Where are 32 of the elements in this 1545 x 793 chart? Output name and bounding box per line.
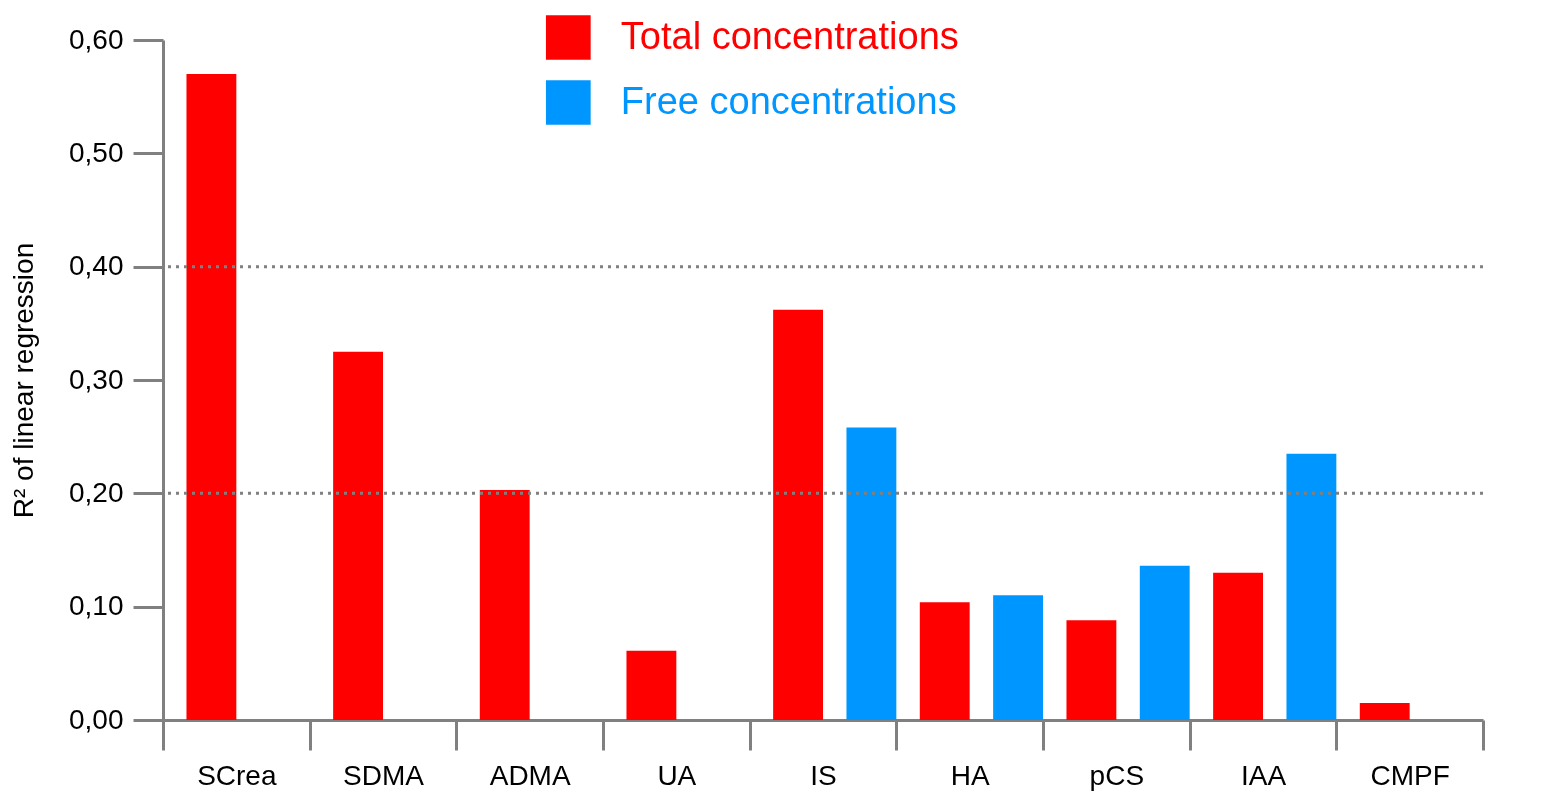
bar: [1359, 703, 1410, 720]
y-tick-label: 0,20: [69, 476, 124, 508]
bar: [1286, 453, 1337, 720]
bar: [993, 595, 1043, 720]
x-tick-label: IAA: [1240, 759, 1287, 791]
bar: [479, 489, 530, 720]
bar: [773, 309, 823, 720]
x-tick-label: SCrea: [197, 759, 277, 791]
y-axis-title: R² of linear regression: [8, 242, 39, 519]
bar: [333, 351, 383, 720]
x-tick-label: SDMA: [343, 759, 425, 791]
y-tick-label: 0,60: [69, 23, 124, 55]
bar: [626, 650, 677, 720]
y-tick-label: 0,50: [69, 136, 124, 168]
y-tick-label: 0,10: [69, 590, 124, 622]
y-tick-label: 0,00: [69, 703, 124, 735]
x-tick-label: HA: [950, 759, 990, 791]
bar: [1139, 565, 1190, 720]
x-tick-label: ADMA: [489, 759, 571, 791]
x-tick-label: IS: [810, 759, 837, 791]
bar: [846, 427, 897, 720]
bar: [919, 602, 970, 720]
bar: [1066, 620, 1117, 720]
legend-label: Total concentrations: [620, 14, 959, 57]
x-tick-label: CMPF: [1370, 759, 1450, 791]
y-tick-label: 0,40: [69, 250, 124, 282]
bar: [186, 74, 237, 720]
y-tick-label: 0,30: [69, 363, 124, 395]
x-tick-label: UA: [657, 759, 697, 791]
x-tick-label: pCS: [1089, 759, 1145, 791]
bar: [1213, 572, 1263, 720]
legend-label: Free concentrations: [620, 79, 957, 122]
